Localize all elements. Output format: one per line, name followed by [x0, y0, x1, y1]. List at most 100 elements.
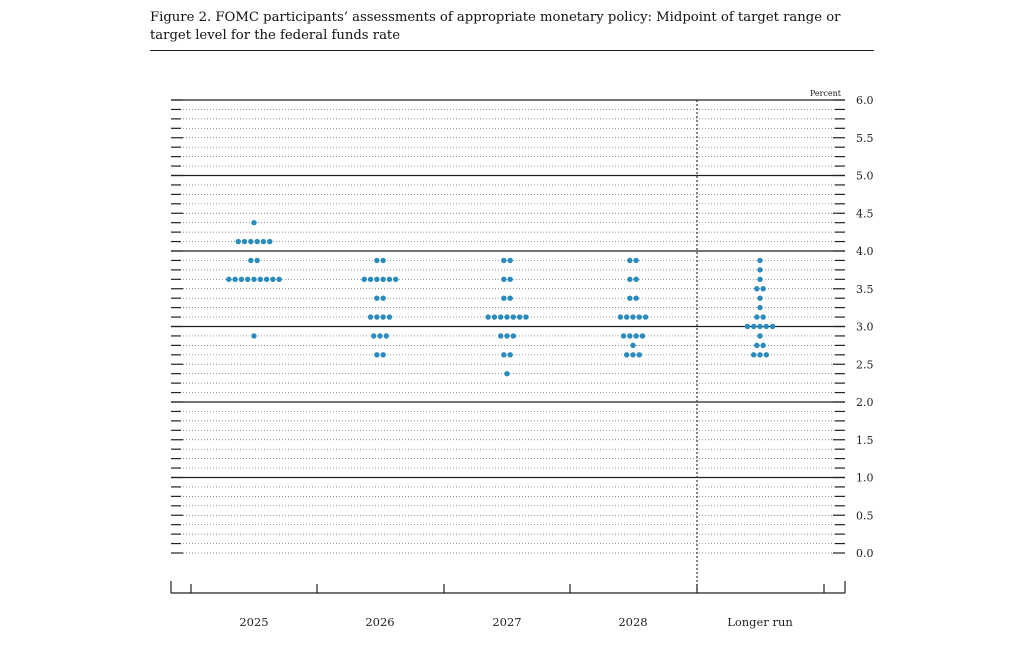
title-rule [150, 50, 874, 51]
participant-dot [232, 276, 238, 283]
y-tick-label: 3.0 [856, 321, 874, 334]
y-tick-label: 4.0 [856, 245, 874, 258]
participant-dot [367, 276, 374, 283]
participant-dot [251, 333, 257, 339]
participant-dot [501, 352, 507, 358]
participant-dot [757, 333, 763, 339]
participant-dot [769, 323, 776, 330]
participant-dot [760, 286, 766, 292]
y-tick-label: 2.5 [856, 358, 874, 371]
participant-dot [257, 276, 263, 283]
participant-dot [270, 276, 276, 283]
participant-dot [636, 352, 642, 358]
y-tick-label: 5.5 [856, 132, 874, 145]
participant-dot [757, 257, 763, 264]
participant-dot [507, 257, 513, 264]
participant-dot [251, 276, 257, 283]
participant-dot [617, 314, 624, 320]
y-tick-label: 2.0 [856, 396, 874, 409]
participant-dot [757, 323, 763, 330]
participant-dot [504, 314, 510, 320]
participant-dot [248, 257, 254, 264]
participant-dot [507, 352, 513, 358]
participant-dot [380, 352, 386, 358]
y-tick-label: 0.0 [856, 547, 874, 560]
participant-dot [380, 295, 386, 301]
participant-dot [751, 352, 757, 358]
participant-dot [624, 352, 630, 358]
participant-dot [633, 333, 639, 339]
participant-dot [624, 314, 630, 320]
x-category-label: 2025 [239, 615, 268, 629]
participant-dot [380, 314, 386, 320]
figure-title: Figure 2. FOMC participants’ assessments… [150, 10, 841, 43]
participant-dot [523, 314, 529, 320]
participant-dot [751, 323, 757, 330]
participant-dot [757, 267, 763, 273]
participant-dot [627, 257, 633, 264]
participant-dot [754, 286, 760, 292]
participant-dot [361, 276, 367, 283]
participant-dot [251, 219, 257, 226]
participant-dot [367, 314, 374, 320]
participant-dot [507, 276, 513, 283]
participant-dot [516, 314, 523, 320]
y-tick-label: 3.5 [856, 283, 874, 296]
participant-dot [248, 238, 254, 245]
participant-dot [377, 333, 383, 339]
participant-dot [254, 257, 260, 264]
participant-dot [245, 276, 251, 283]
participant-dot [498, 314, 504, 320]
y-tick-label: 5.0 [856, 170, 874, 183]
participant-dot [507, 295, 513, 301]
participant-dot [501, 257, 507, 264]
x-category-label: 2026 [365, 615, 394, 629]
participant-dot [380, 276, 386, 283]
participant-dot [630, 342, 636, 349]
participant-dot [744, 323, 751, 330]
participant-dot [226, 276, 232, 283]
participant-dot [374, 352, 380, 358]
participant-dot [380, 257, 386, 264]
participant-dot [630, 314, 636, 320]
participant-dot [241, 238, 248, 245]
participant-dot [760, 342, 766, 349]
x-category-label: 2027 [492, 615, 521, 629]
participant-dot [757, 276, 763, 283]
participant-dot [754, 314, 760, 320]
participant-dot [374, 257, 380, 264]
participant-dot [633, 257, 639, 264]
participant-dot [374, 295, 380, 301]
participant-dot [374, 314, 380, 320]
y-axis-unit-label: Percent [810, 89, 842, 98]
participant-dot [498, 333, 504, 339]
participant-dot [757, 304, 763, 311]
participant-dot [630, 352, 636, 358]
y-tick-label: 0.5 [856, 509, 874, 522]
participant-dot [627, 295, 633, 301]
participant-dot [754, 342, 760, 349]
participant-dot [639, 333, 646, 339]
participant-dot [267, 238, 273, 245]
participant-dot [235, 238, 241, 245]
participant-dot [620, 333, 627, 339]
participant-dot [238, 276, 245, 283]
participant-dot [627, 333, 633, 339]
participant-dot [627, 276, 633, 283]
participant-dot [254, 238, 260, 245]
participant-dot [263, 276, 270, 283]
participant-dot [485, 314, 491, 320]
x-category-label: Longer run [727, 615, 793, 629]
participant-dot [633, 295, 639, 301]
participant-dot [374, 276, 380, 283]
participant-dot [510, 314, 516, 320]
y-tick-label: 1.0 [856, 472, 874, 485]
participant-dot [757, 295, 763, 301]
y-tick-label: 4.5 [856, 207, 874, 220]
participant-dot [383, 333, 389, 339]
participant-dot [501, 276, 507, 283]
participant-dot [510, 333, 516, 339]
participant-dot [393, 276, 399, 283]
participant-dot [763, 323, 769, 330]
